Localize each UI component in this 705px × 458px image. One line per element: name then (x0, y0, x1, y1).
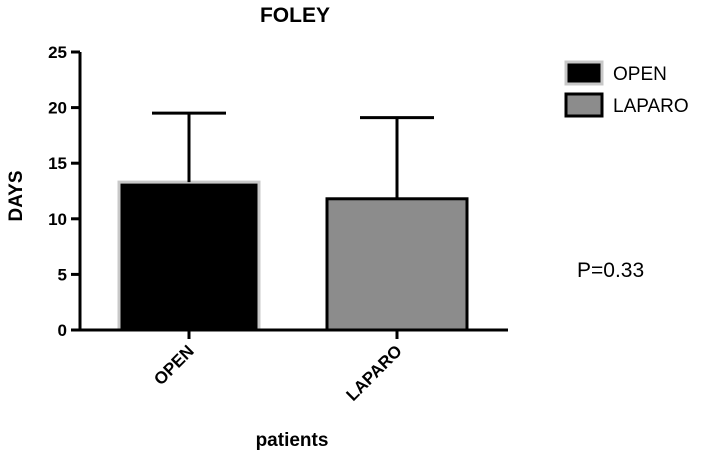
legend-swatch-open (564, 60, 604, 86)
legend-label-laparo: LAPARO (613, 96, 689, 117)
bars (117, 180, 469, 332)
bar-open (117, 180, 261, 332)
legend-label-open: OPEN (613, 64, 667, 85)
legend-swatch-laparo (564, 92, 604, 118)
y-tick-label: 10 (48, 210, 67, 229)
p-value-annotation: P=0.33 (577, 259, 644, 282)
y-axis-label: DAYS (6, 170, 27, 221)
bar-laparo (325, 197, 469, 332)
x-axis-label: patients (256, 430, 329, 451)
y-tick-label: 5 (58, 265, 67, 284)
y-tick-label: 20 (48, 99, 67, 118)
y-tick-label: 15 (48, 154, 67, 173)
chart-title: FOLEY (260, 4, 330, 27)
x-tick-label-open: OPEN (150, 341, 198, 389)
y-tick-label: 25 (48, 43, 67, 62)
x-axis: OPEN LAPARO (80, 328, 508, 405)
y-axis: 0 5 10 15 20 25 (48, 43, 82, 340)
legend: OPEN LAPARO (564, 60, 689, 118)
x-tick-label-laparo: LAPARO (343, 341, 406, 404)
error-bars (152, 111, 434, 199)
y-tick-label: 0 (58, 321, 67, 340)
